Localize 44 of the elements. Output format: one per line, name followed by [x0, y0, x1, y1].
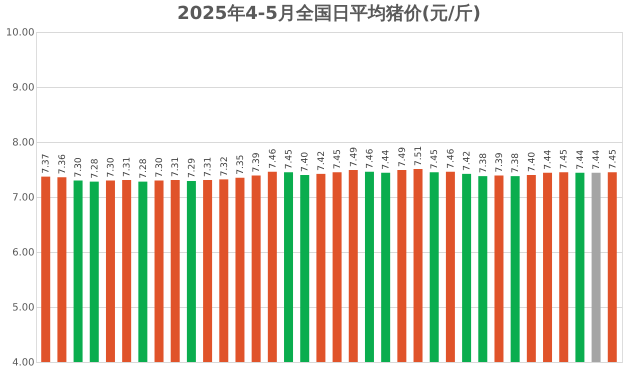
data-label: 7.45 [284, 149, 295, 170]
y-tick-label: 9.00 [12, 82, 34, 94]
data-label: 7.40 [527, 152, 538, 172]
data-label: 7.31 [122, 156, 133, 177]
y-tick-label: 5.00 [12, 302, 34, 314]
data-label: 7.51 [414, 146, 424, 166]
data-label: 7.40 [300, 152, 311, 172]
data-label: 7.44 [576, 149, 586, 170]
data-label: 7.35 [236, 154, 246, 175]
data-label: 7.37 [42, 154, 52, 174]
data-label: 7.29 [187, 158, 198, 178]
y-tick-label: 4.00 [12, 358, 34, 368]
y-tick-label: 7.00 [12, 192, 34, 204]
data-label: 7.46 [446, 148, 456, 169]
data-label: 7.46 [365, 148, 376, 169]
data-label: 7.44 [382, 149, 392, 170]
data-label: 7.28 [138, 158, 149, 179]
data-label: 7.42 [462, 150, 473, 171]
data-label: 7.44 [544, 149, 554, 170]
data-label: 7.44 [592, 149, 602, 170]
data-label: 7.42 [316, 150, 327, 171]
data-label: 7.28 [90, 158, 100, 179]
data-label: 7.45 [560, 149, 570, 170]
data-label: 7.38 [478, 152, 489, 174]
data-label: 7.30 [74, 157, 84, 178]
data-label: 7.46 [268, 148, 278, 169]
y-tick-label: 8.00 [12, 138, 34, 148]
y-tick-label: 10.00 [6, 28, 34, 38]
data-label: 7.31 [171, 156, 182, 177]
data-label: 7.31 [204, 156, 214, 177]
data-label: 7.38 [511, 152, 522, 174]
data-label: 7.45 [608, 149, 618, 170]
data-label: 7.45 [430, 149, 440, 170]
data-label: 7.30 [106, 157, 116, 178]
chart-title: 2025年4-5月全国日平均猪价(元/斤) [177, 3, 481, 24]
y-tick-label: 6.00 [12, 248, 34, 258]
data-label: 7.39 [494, 152, 505, 173]
data-label: 7.36 [58, 154, 68, 174]
data-label: 7.30 [155, 157, 166, 178]
data-label: 7.32 [220, 156, 230, 176]
data-label: 7.39 [252, 152, 262, 173]
data-label: 7.45 [333, 149, 344, 170]
data-label: 7.49 [349, 146, 360, 168]
data-label: 7.49 [398, 146, 408, 168]
